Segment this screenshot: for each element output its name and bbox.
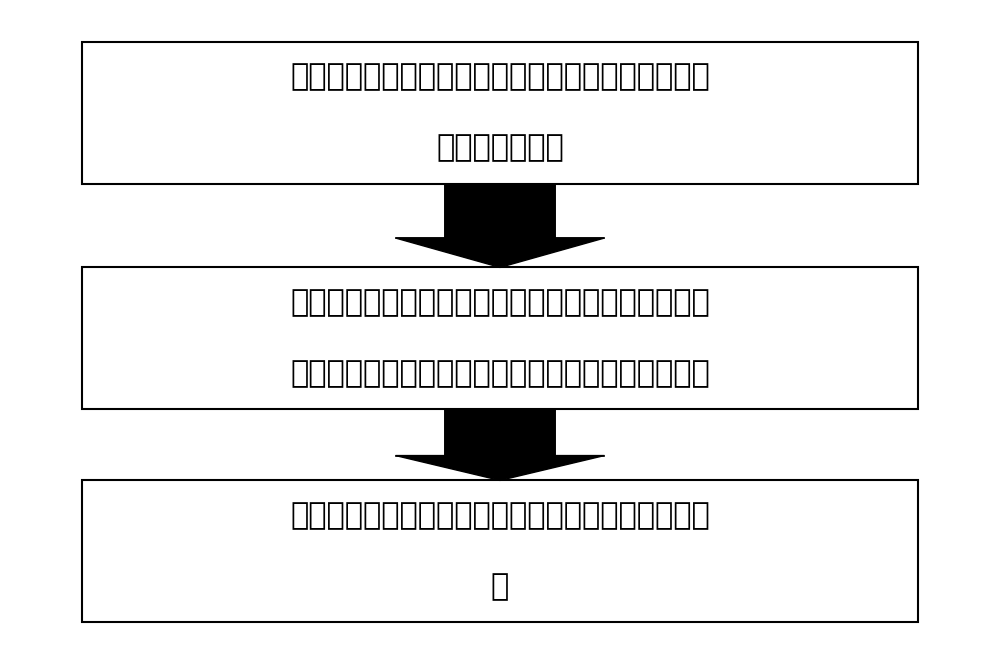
Text: 石尾矿和铬铁比: 石尾矿和铬铁比 xyxy=(436,133,564,163)
FancyBboxPatch shape xyxy=(82,42,918,184)
Text: 将颗粒材料均匀混合后依次进行造球、焙烧和烧结处: 将颗粒材料均匀混合后依次进行造球、焙烧和烧结处 xyxy=(290,501,710,531)
FancyBboxPatch shape xyxy=(82,480,918,622)
Text: 通过重选的方式利用摇床和跳汰选别符合规格的菱镁: 通过重选的方式利用摇床和跳汰选别符合规格的菱镁 xyxy=(290,62,710,92)
Text: 将菱镁石尾矿、菱镁矿、焦炭、蛇纹石、硅石、青石: 将菱镁石尾矿、菱镁矿、焦炭、蛇纹石、硅石、青石 xyxy=(290,288,710,318)
Polygon shape xyxy=(396,456,604,480)
Text: 理: 理 xyxy=(491,572,509,602)
FancyBboxPatch shape xyxy=(445,184,555,238)
FancyBboxPatch shape xyxy=(82,268,918,409)
Polygon shape xyxy=(396,238,604,268)
Text: 和回炉渣粉碎处理，并筛选符合粒度规格的颗粒材料: 和回炉渣粉碎处理，并筛选符合粒度规格的颗粒材料 xyxy=(290,359,710,389)
FancyBboxPatch shape xyxy=(445,409,555,456)
